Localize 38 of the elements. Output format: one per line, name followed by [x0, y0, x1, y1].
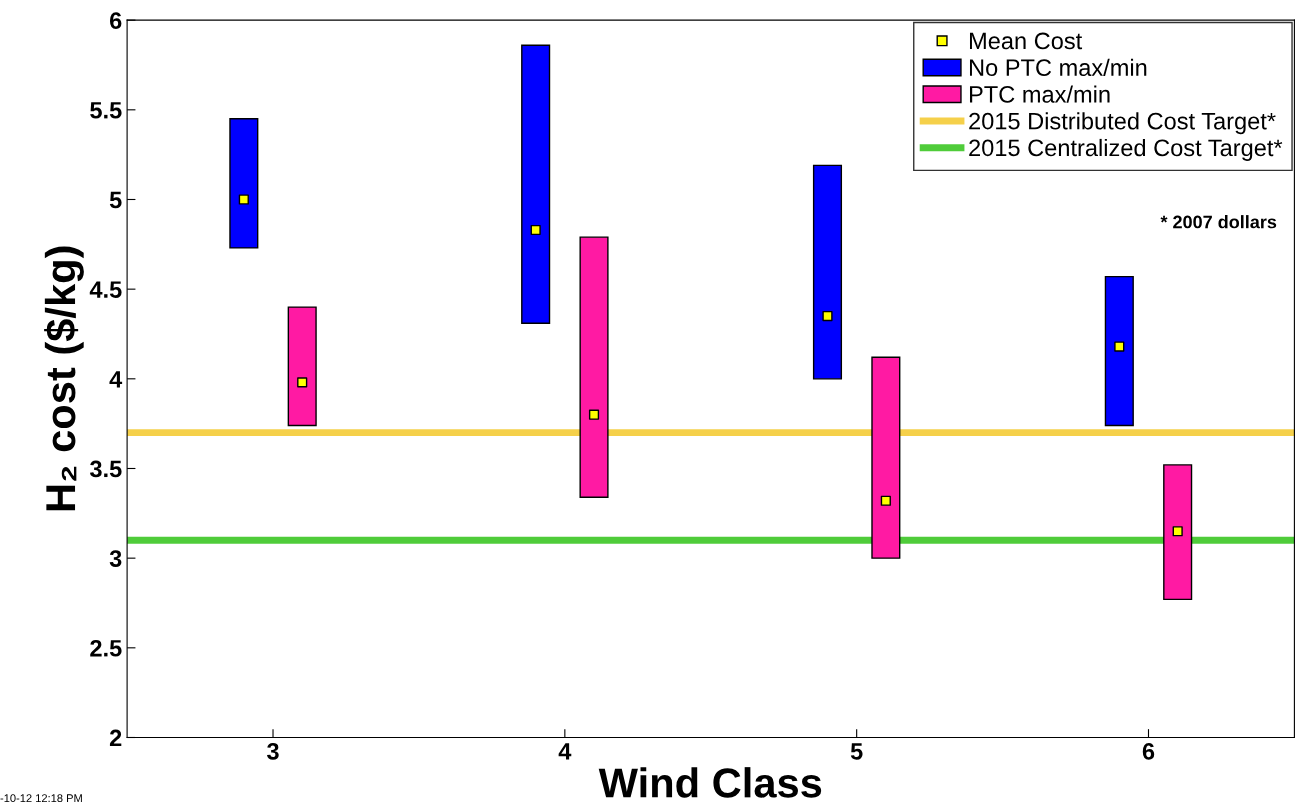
y-tick-label: 2.5	[90, 639, 122, 657]
bar	[229, 118, 259, 249]
legend-label: No PTC max/min	[969, 58, 1147, 77]
bar	[871, 356, 901, 559]
y-tick-label: 4	[109, 371, 123, 388]
legend-label: PTC max/min	[969, 85, 1110, 103]
point	[1114, 341, 1125, 352]
text: -10-12 12:18 PM	[0, 794, 82, 803]
legend-label: Mean Cost	[969, 32, 1083, 50]
point	[530, 224, 541, 236]
legend-label: 2015 Centralized Cost Target*	[969, 138, 1283, 161]
annotation: * 2007 dollars	[1160, 215, 1277, 229]
point	[238, 194, 249, 205]
bar	[812, 164, 843, 380]
bar	[1104, 275, 1134, 427]
y-axis-title: H₂ cost ($/kg)	[44, 246, 84, 511]
y-tick-label: 5	[109, 191, 122, 209]
x-axis-title: Wind Class	[598, 767, 822, 798]
x-tick-label: 5	[850, 743, 863, 760]
legend-label: 2015 Distributed Cost Target*	[969, 112, 1276, 135]
y-tick-label: 2	[109, 729, 122, 747]
x-tick-label: 3	[267, 742, 279, 760]
point	[297, 377, 308, 388]
bar	[521, 44, 551, 324]
bar	[287, 306, 317, 427]
x-tick-label: 6	[1142, 742, 1155, 760]
y-tick-label: 3.5	[89, 460, 122, 478]
y-tick-label: 6	[109, 12, 122, 29]
bar	[1163, 464, 1193, 601]
point	[822, 310, 833, 322]
y-tick-label: 4.5	[89, 281, 122, 298]
bar	[579, 236, 609, 498]
point	[588, 409, 600, 420]
y-tick-label: 3	[109, 550, 122, 567]
point	[1172, 526, 1183, 537]
point	[880, 495, 891, 506]
x-tick-label: 4	[558, 743, 572, 760]
y-tick-label: 5.5	[90, 102, 122, 119]
